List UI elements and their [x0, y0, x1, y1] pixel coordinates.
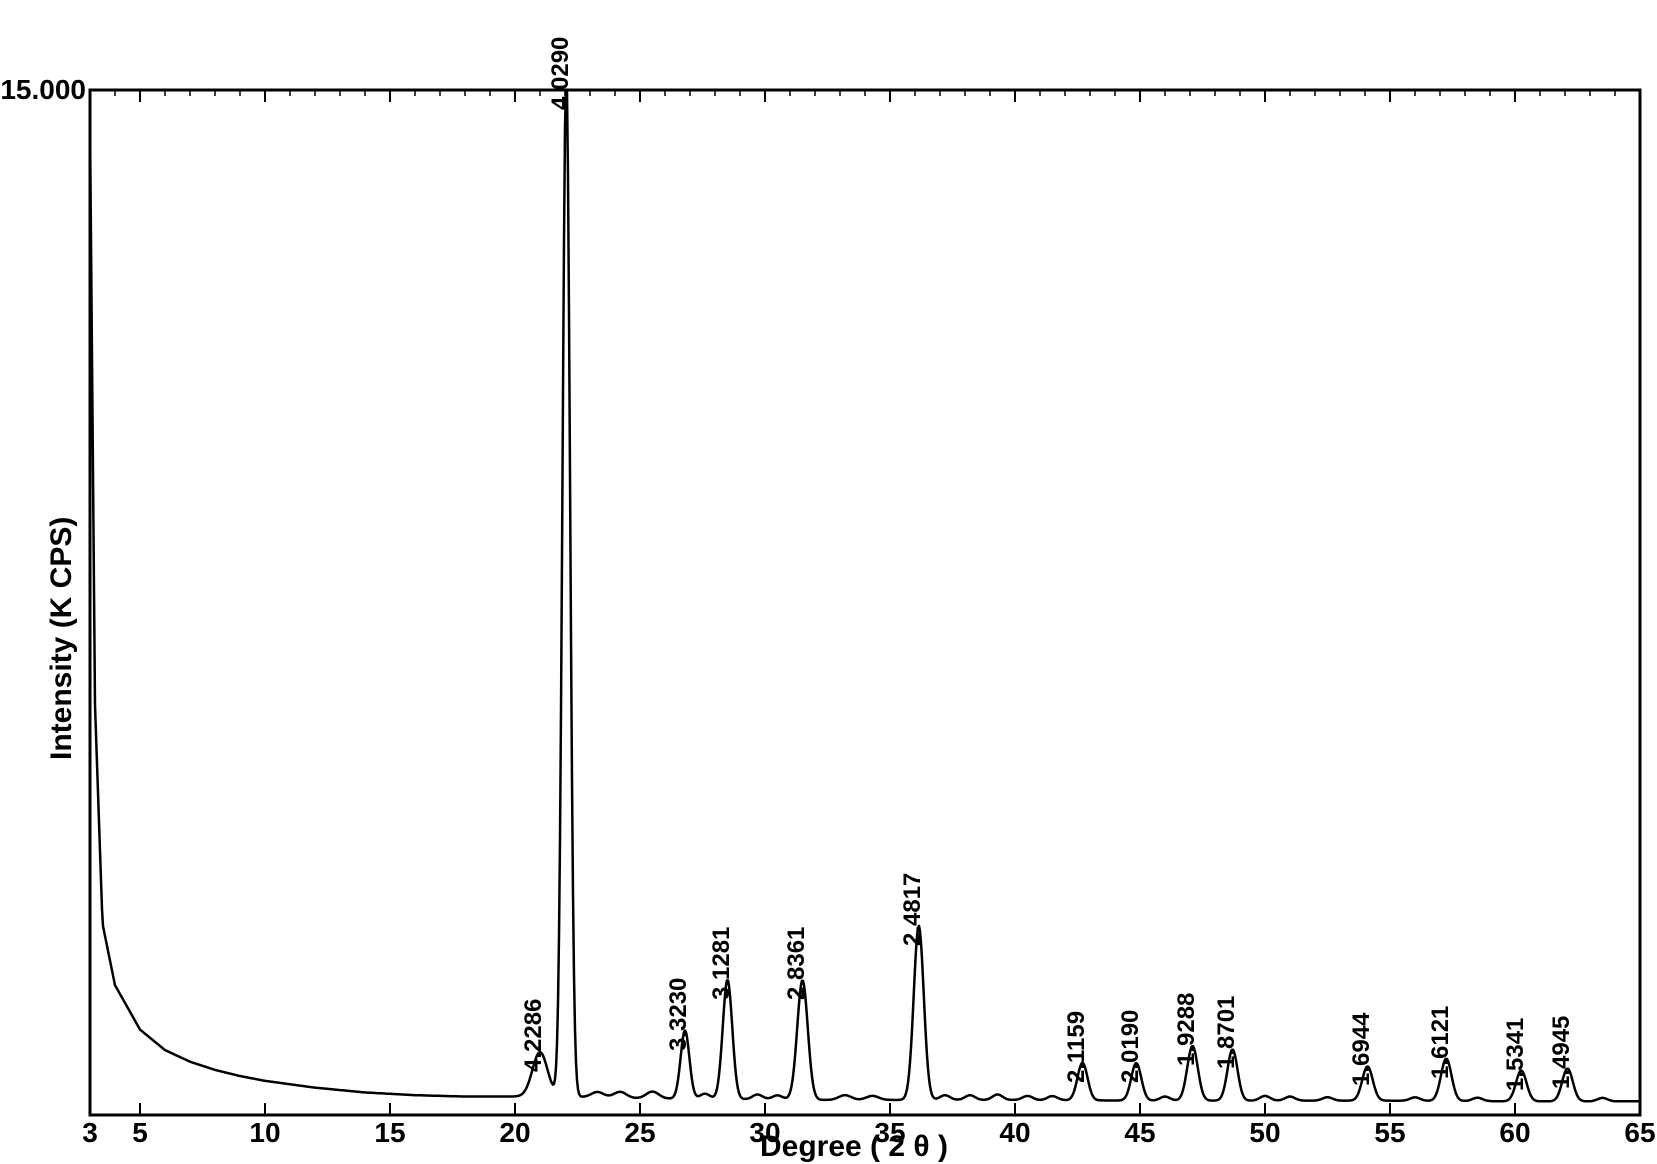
- peak-label: 3.3230: [665, 977, 693, 1050]
- peak-label: 2.0190: [1117, 1010, 1145, 1083]
- peak-label: 4.2286: [520, 999, 548, 1072]
- x-tick-label: 5: [132, 1117, 148, 1149]
- x-tick-label: 15: [374, 1117, 405, 1149]
- peak-label: 1.4945: [1548, 1015, 1576, 1088]
- peak-label: 2.1159: [1063, 1011, 1091, 1083]
- y-axis-label: Intensity (K CPS): [45, 517, 79, 760]
- chart-container: Intensity (K CPS) Degree ( 2 θ ) 15.000 3…: [0, 0, 1657, 1162]
- y-tick-label: 15.000: [0, 74, 86, 106]
- peak-label: 1.9288: [1173, 993, 1201, 1066]
- peak-label: 1.6121: [1427, 1005, 1455, 1078]
- x-tick-label: 50: [1249, 1117, 1280, 1149]
- x-tick-label: 35: [874, 1117, 905, 1149]
- x-tick-label: 60: [1499, 1117, 1530, 1149]
- x-tick-label: 55: [1374, 1117, 1405, 1149]
- peak-label: 4.0290: [547, 37, 575, 110]
- x-tick-label: 10: [249, 1117, 280, 1149]
- peak-label: 3.1281: [708, 926, 736, 999]
- x-tick-label: 65: [1624, 1117, 1655, 1149]
- peak-label: 2.8361: [783, 927, 811, 1000]
- peak-label: 1.8701: [1213, 996, 1241, 1069]
- x-axis-label: Degree ( 2 θ ): [760, 1130, 948, 1164]
- x-tick-label: 45: [1124, 1117, 1155, 1149]
- peak-label: 1.5341: [1502, 1017, 1530, 1090]
- peak-label: 1.6944: [1348, 1013, 1376, 1086]
- x-tick-label: 40: [999, 1117, 1030, 1149]
- x-tick-label: 20: [499, 1117, 530, 1149]
- x-tick-label: 3: [82, 1117, 98, 1149]
- x-tick-label: 25: [624, 1117, 655, 1149]
- x-tick-label: 30: [749, 1117, 780, 1149]
- xrd-chart: [0, 0, 1657, 1162]
- peak-label: 2.4817: [899, 872, 927, 945]
